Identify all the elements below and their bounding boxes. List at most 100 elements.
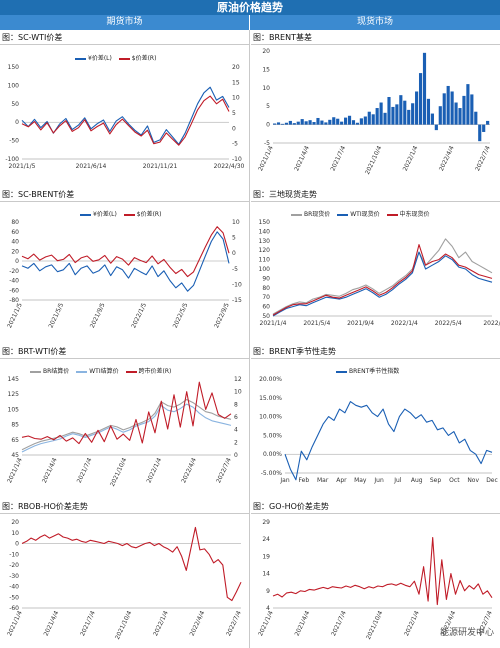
x-tick-label: 2022/1/4 bbox=[152, 610, 170, 638]
x-tick-label: 2021/9/5 bbox=[89, 302, 107, 330]
bar bbox=[391, 106, 395, 125]
series-line bbox=[21, 231, 230, 292]
bar bbox=[482, 124, 486, 132]
bar bbox=[383, 112, 387, 125]
bar bbox=[442, 93, 446, 125]
legend: ¥价差(L) $价差(R) bbox=[75, 53, 161, 62]
series-line bbox=[284, 401, 493, 481]
x-tick-label: 2022/4/30 bbox=[214, 163, 245, 170]
panel-brent-season: 图：BRENT季节性走势 BRENT季节性指数 -5.00% 0.00% 5.00%… bbox=[251, 345, 500, 495]
legend: BR现货价 WTI现货价 中东现货价 bbox=[291, 209, 435, 218]
x-tick-label: 2022/4/4 bbox=[189, 610, 207, 638]
panel-title: 图：GO-HO价差走势 bbox=[251, 500, 500, 514]
bar bbox=[415, 91, 419, 125]
bar bbox=[486, 120, 490, 125]
bar bbox=[355, 122, 360, 125]
bar bbox=[316, 117, 320, 125]
y-tick-label: 24 bbox=[262, 536, 270, 543]
x-tick-label: 2021/10/4 bbox=[364, 145, 383, 176]
x-tick-label: 2021/10/4 bbox=[114, 610, 133, 641]
panel-title: 图：三地现货走势 bbox=[251, 188, 500, 202]
legend-item: BR结算价 bbox=[43, 368, 70, 375]
legend-item: $价差(R) bbox=[131, 55, 157, 62]
y-tick-label: -40 bbox=[9, 584, 19, 591]
y-tick-label: -20 bbox=[9, 562, 19, 569]
bar bbox=[438, 106, 442, 125]
x-tick-label: 2021/1/5 bbox=[9, 163, 36, 170]
y-tick-label: 145 bbox=[8, 376, 20, 383]
y-tick-label: 40 bbox=[11, 239, 19, 246]
panel-sc-wti: 图：SC-WTI价差 ¥价差(L) $价差(R) -100 -50 0 50 100 15… bbox=[0, 31, 249, 183]
bar bbox=[324, 122, 328, 125]
bar bbox=[340, 121, 344, 125]
y-right-tick-label: 5 bbox=[232, 110, 236, 117]
bar bbox=[288, 120, 292, 125]
y-tick-label: 10.00% bbox=[259, 414, 282, 421]
x-tick-label: 2022/1/5 bbox=[130, 302, 148, 330]
x-tick-label: Aug bbox=[411, 477, 423, 484]
y-right-tick-label: 5 bbox=[232, 235, 236, 242]
bar bbox=[308, 120, 312, 125]
x-tick-label: 2021/1/4 bbox=[260, 320, 287, 327]
y-tick-label: -40 bbox=[9, 278, 19, 285]
bar bbox=[363, 116, 367, 125]
bar bbox=[418, 73, 423, 125]
panel-title: 图：BRENT季节性走势 bbox=[251, 345, 500, 359]
bar bbox=[375, 108, 379, 125]
x-tick-label: 2022/9/5 bbox=[213, 302, 231, 330]
bar bbox=[387, 97, 391, 125]
panel-go-ho: 图：GO-HO价差走势 4 9 14 19 24 29 2021/1/4 2021/4/4 20… bbox=[251, 500, 500, 648]
y-tick-label: 60 bbox=[11, 229, 19, 236]
y-right-tick-label: 0 bbox=[232, 250, 236, 257]
y-tick-label: 105 bbox=[8, 406, 20, 413]
bar bbox=[336, 118, 340, 125]
bar bbox=[450, 91, 454, 125]
x-tick-label: Oct bbox=[449, 477, 460, 484]
y-tick-label: -10 bbox=[9, 551, 19, 558]
y-right-tick-label: 6 bbox=[234, 414, 238, 421]
y-tick-label: 80 bbox=[11, 219, 19, 226]
x-tick-label: 2022/5/5 bbox=[172, 302, 190, 330]
center-divider bbox=[249, 30, 250, 648]
bar bbox=[347, 115, 352, 125]
panel-three-spot: 图：三地现货走势 BR现货价 WTI现货价 中东现货价 50 60 70 80 90 10… bbox=[251, 188, 500, 340]
y-right-tick-label: 12 bbox=[234, 376, 242, 383]
legend-item: 中东现货价 bbox=[399, 211, 430, 218]
y-tick-label: 0 bbox=[15, 119, 19, 126]
x-tick-label: 2022/7/4 bbox=[225, 610, 243, 638]
bar bbox=[458, 108, 462, 125]
bar bbox=[300, 119, 304, 125]
y-tick-label: -50 bbox=[9, 138, 19, 145]
bar bbox=[403, 100, 407, 125]
y-tick-label: -60 bbox=[9, 605, 19, 612]
x-tick-label: 2021/4/4 bbox=[293, 145, 311, 173]
chart-brent-season: -5.00% 0.00% 5.00% 10.00% 15.00% 20.00% Jan Feb… bbox=[259, 376, 498, 484]
bar bbox=[474, 111, 478, 125]
y-tick-label: 15 bbox=[262, 66, 270, 73]
x-tick-label: 2021/7/4 bbox=[329, 145, 347, 173]
y-right-tick-label: 2 bbox=[234, 439, 238, 446]
watermark: 能源研发中心 bbox=[439, 628, 494, 638]
series-line bbox=[21, 381, 232, 445]
section-spot: 现货市场 bbox=[250, 15, 500, 30]
y-tick-label: -30 bbox=[9, 573, 19, 580]
y-tick-label: 90 bbox=[262, 275, 270, 282]
chart-sc-brent: -80 -60 -40 -20 0 20 40 60 80 -15 -10 -5 0 5 10 2021/1/… bbox=[6, 219, 242, 330]
x-tick-label: 2021/9/4 bbox=[347, 320, 374, 327]
x-tick-label: 2022/ bbox=[483, 320, 500, 327]
bar bbox=[470, 94, 474, 125]
x-tick-label: 2022/1/4 bbox=[403, 610, 421, 638]
x-tick-label: 2021/10/4 bbox=[109, 457, 128, 488]
y-tick-label: 15.00% bbox=[259, 395, 282, 402]
y-tick-label: 130 bbox=[259, 238, 271, 245]
series-line bbox=[21, 526, 242, 602]
x-tick-label: 2021/5/5 bbox=[47, 302, 65, 330]
y-tick-label: 20.00% bbox=[259, 376, 282, 383]
x-tick-label: Nov bbox=[467, 477, 479, 484]
bar bbox=[422, 52, 427, 125]
y-right-tick-label: -5 bbox=[232, 266, 238, 273]
y-tick-label: 0 bbox=[266, 122, 270, 129]
bar bbox=[320, 120, 324, 125]
x-tick-label: 2021/1/4 bbox=[257, 145, 275, 173]
